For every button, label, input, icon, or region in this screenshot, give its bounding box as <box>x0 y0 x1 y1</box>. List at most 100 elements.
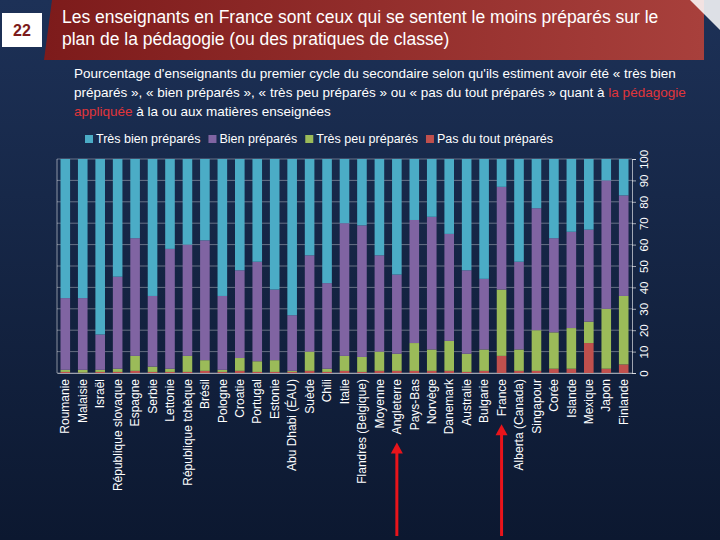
category-tick: Australie <box>460 379 474 426</box>
legend-swatch <box>208 135 216 143</box>
bar-segment <box>567 159 577 232</box>
category-label: Alberta (Canada) <box>512 379 526 470</box>
bar-segment <box>410 159 420 220</box>
bar-segment <box>235 270 245 358</box>
bar-segment <box>113 159 123 277</box>
tick: 60 <box>632 239 650 252</box>
category-label: République tchèque <box>181 379 195 486</box>
banner-corner <box>690 0 720 30</box>
bar-segment <box>340 223 350 356</box>
category-label: République slovaque <box>111 379 125 491</box>
category-tick: Moyenne <box>373 379 387 429</box>
legend-swatch <box>305 135 313 143</box>
subtitle: Pourcentage d'enseignants du premier cyc… <box>74 64 699 121</box>
bar-segment <box>340 159 350 223</box>
tick: 50 <box>632 260 650 273</box>
bar-segment <box>514 262 524 350</box>
bar-segment <box>200 360 210 371</box>
legend: Très bien préparésBien préparésTrès peu … <box>85 132 553 146</box>
bar-segment <box>497 290 507 356</box>
bar-segment <box>479 349 489 370</box>
tick-mark <box>632 352 636 353</box>
bar-segment <box>375 371 385 373</box>
bar-segment <box>270 159 280 290</box>
bar-segment <box>444 371 454 373</box>
tick: 100 <box>632 150 650 169</box>
bar-segment <box>462 159 472 270</box>
tick: 90 <box>632 175 650 188</box>
bar-segment <box>357 159 367 225</box>
bar-segment <box>549 369 559 373</box>
y-axis: 0102030405060708090100 <box>632 150 650 377</box>
bar-segment <box>165 369 175 372</box>
bar-segment <box>462 354 472 372</box>
category-tick: Danemark <box>442 378 456 434</box>
bar-segment <box>357 372 367 373</box>
tick: 80 <box>632 196 650 209</box>
arrow-shaft <box>395 451 398 536</box>
category-tick: Roumanie <box>58 379 72 434</box>
bar-segment <box>270 360 280 372</box>
axis-line <box>58 373 633 374</box>
category-label: Abu Dhabi (ÉAU) <box>284 379 299 471</box>
tick-label: 80 <box>638 196 650 209</box>
bar-segment <box>392 354 402 371</box>
bar-segment <box>619 159 629 195</box>
bar-segment <box>235 159 245 270</box>
bar-segment <box>78 370 88 373</box>
subtitle-part: Pourcentage d'enseignants du premier cyc… <box>74 66 676 100</box>
bar-segment <box>148 372 158 373</box>
annotations <box>391 424 508 536</box>
banner <box>44 0 704 60</box>
bar-segment <box>130 356 140 371</box>
bar-segment <box>60 372 70 373</box>
bar-segment <box>60 298 70 370</box>
category-label: Croatie <box>233 379 247 418</box>
bar-segment <box>95 334 105 369</box>
legend-label: Très peu préparés <box>316 132 418 146</box>
bar-segment <box>462 270 472 353</box>
bar-segment <box>305 159 315 255</box>
subtitle-part: à la ou aux matières enseignées <box>133 104 331 119</box>
category-label: Suède <box>303 379 317 414</box>
tick-mark <box>632 245 636 246</box>
bar-segment <box>130 159 140 238</box>
bar-segment <box>584 159 594 230</box>
tick-mark <box>632 373 636 374</box>
tick-mark <box>632 180 636 181</box>
bar-segment <box>60 159 70 298</box>
bar-segment <box>130 371 140 373</box>
category-tick: Bulgarie <box>477 379 491 423</box>
bar-segment <box>322 283 332 369</box>
bar-segment <box>410 343 420 371</box>
category-tick: Chili <box>320 379 334 402</box>
bar-segment <box>130 238 140 356</box>
bar-segment <box>514 349 524 370</box>
bar-segment <box>601 159 611 180</box>
bar-segment <box>235 371 245 373</box>
tick: 70 <box>632 217 650 230</box>
bar-segment <box>375 352 385 371</box>
bar-segment <box>252 361 262 372</box>
bar-segment <box>532 208 542 330</box>
bar-segment <box>218 370 228 372</box>
category-tick: Suède <box>303 379 317 414</box>
tick-mark <box>632 202 636 203</box>
arrow-shaft <box>500 433 503 536</box>
category-label: France <box>495 379 509 417</box>
bar-segment <box>218 372 228 373</box>
chart: 220102030405060708090100RoumanieMalaisie… <box>0 0 720 540</box>
bar-segment <box>340 356 350 371</box>
bar-segment <box>427 159 437 217</box>
category-tick: Flandres (Belgique) <box>355 379 369 484</box>
bar-segment <box>287 371 297 372</box>
bar-segment <box>252 372 262 373</box>
bar-segment <box>549 238 559 332</box>
bar-segment <box>165 159 175 249</box>
bar-segment <box>549 332 559 368</box>
tick-mark <box>632 309 636 310</box>
bar-segment <box>235 358 245 371</box>
category-label: Singapour <box>530 379 544 434</box>
category-tick: Singapour <box>530 379 544 434</box>
bar-segment <box>375 159 385 255</box>
